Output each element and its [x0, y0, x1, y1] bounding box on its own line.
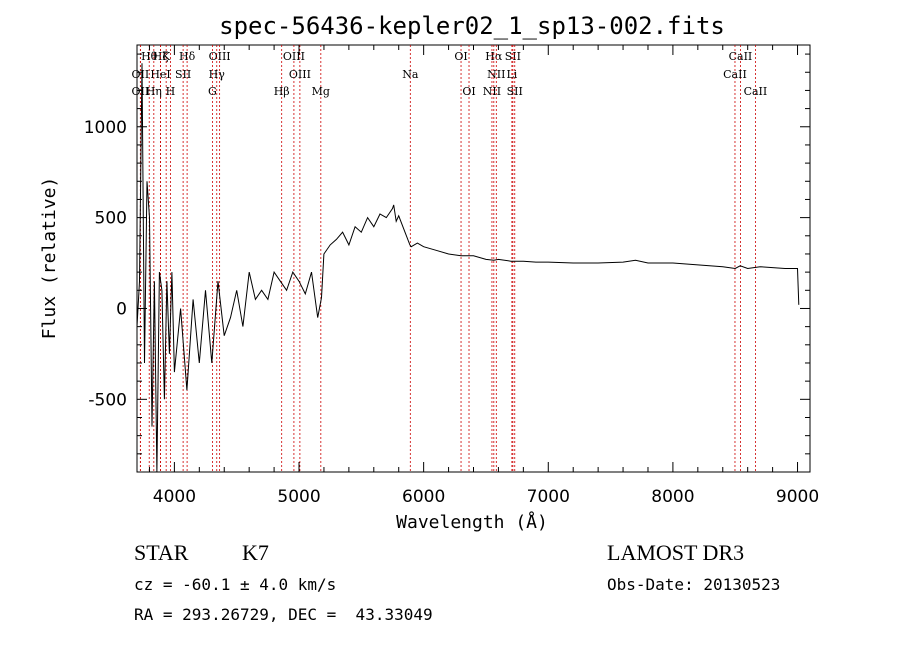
survey-label: LAMOST DR3: [607, 540, 745, 565]
line-marker-label: NII: [483, 85, 501, 98]
x-axis-label: Wavelength (Å): [396, 511, 548, 533]
x-tick-label: 7000: [527, 487, 570, 507]
x-tick-label: 6000: [402, 487, 445, 507]
x-tick-label: 5000: [277, 487, 320, 507]
coordinates: RA = 293.26729, DEC = 43.33049: [134, 605, 433, 624]
line-marker-label: OIII: [289, 68, 311, 81]
line-marker-label: Hγ: [209, 68, 226, 81]
line-marker-label: K: [162, 50, 171, 63]
line-marker-label: OI: [462, 85, 475, 98]
line-marker-label: Hη: [146, 85, 162, 98]
line-marker-label: OII: [132, 85, 150, 98]
line-marker-label: G: [208, 85, 217, 98]
line-marker-label: SII: [507, 85, 523, 98]
x-tick-label: 9000: [776, 487, 819, 507]
line-marker-label: CaII: [744, 85, 768, 98]
y-tick-label: 0: [116, 299, 127, 319]
line-marker-label: SII: [175, 68, 191, 81]
subclass: K7: [242, 540, 269, 565]
y-tick-label: 1000: [84, 118, 127, 138]
line-marker-label: SII: [505, 50, 521, 63]
line-marker-label: Hα: [485, 50, 503, 63]
y-tick-label: 500: [95, 209, 127, 229]
x-tick-label: 8000: [651, 487, 694, 507]
line-marker-label: Hδ: [179, 50, 196, 63]
line-marker-label: Hθ: [141, 50, 158, 63]
line-marker-label: Na: [402, 68, 419, 81]
plot-frame: [136, 44, 811, 473]
y-tick-label: -500: [88, 390, 127, 410]
line-marker-label: CaII: [723, 68, 747, 81]
line-marker-label: CaII: [729, 50, 753, 63]
line-marker-label: OIII: [209, 50, 231, 63]
line-marker-label: NII: [487, 68, 505, 81]
x-tick-label: 4000: [153, 487, 196, 507]
line-marker-label: H: [166, 85, 176, 98]
line-marker-label: Mg: [312, 85, 330, 98]
spectrum-line: [136, 63, 800, 473]
line-marker-label: Hζ: [153, 50, 169, 63]
redshift-readout: cz = -60.1 ± 4.0 km/s: [134, 575, 337, 594]
object-type: STAR: [134, 540, 189, 565]
chart-title: spec-56436-kepler02_1_sp13-002.fits: [219, 12, 725, 40]
axis-ticks: 4000 5000 6000 7000 8000 9000 -500 0 500 1000: [84, 45, 819, 507]
line-marker-label: OIII: [283, 50, 305, 63]
line-marker-label: Hβ: [274, 85, 290, 98]
line-marker-label: Li: [506, 68, 517, 81]
obs-date: Obs-Date: 20130523: [607, 575, 781, 594]
line-marker-label: OI: [454, 50, 467, 63]
y-axis-label: Flux (relative): [39, 177, 60, 340]
line-marker-label: HeI: [150, 68, 170, 81]
